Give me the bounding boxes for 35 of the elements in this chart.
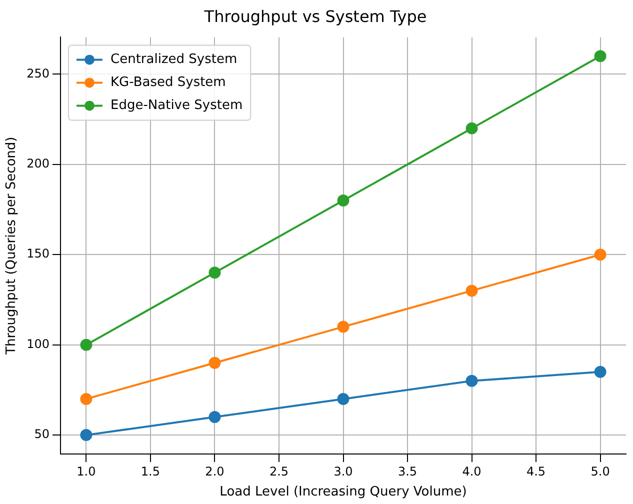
x-axis-title: Load Level (Increasing Query Volume) bbox=[220, 484, 467, 500]
point bbox=[80, 429, 92, 442]
legend-label: Centralized System bbox=[110, 52, 238, 68]
point bbox=[466, 374, 478, 387]
x-tick-label: 1.0 bbox=[76, 464, 96, 478]
y-tick-label: 200 bbox=[26, 156, 50, 171]
x-tick-label: 2.5 bbox=[269, 464, 289, 478]
point bbox=[337, 392, 350, 405]
point bbox=[208, 356, 221, 369]
point bbox=[337, 320, 350, 333]
y-tick-label: 50 bbox=[34, 427, 50, 442]
point bbox=[337, 194, 350, 206]
point bbox=[594, 248, 606, 261]
chart-title: Throughput vs System Type bbox=[203, 6, 427, 26]
point bbox=[594, 50, 606, 62]
point bbox=[80, 392, 92, 405]
legend-label: KG-Based System bbox=[110, 75, 226, 90]
legend-label: Edge-Native System bbox=[110, 98, 243, 114]
x-tick-label: 4.5 bbox=[526, 464, 546, 478]
x-tick-label: 4.0 bbox=[462, 464, 482, 478]
point bbox=[594, 366, 606, 378]
y-tick-label: 250 bbox=[26, 66, 50, 80]
point bbox=[208, 266, 221, 279]
point bbox=[466, 284, 478, 297]
x-tick-label: 1.5 bbox=[140, 464, 160, 478]
x-tick-label: 2.0 bbox=[205, 464, 224, 478]
x-tick-label: 5.0 bbox=[590, 464, 610, 478]
point bbox=[208, 411, 221, 424]
y-axis-title: Throughput (Queries per Second) bbox=[4, 136, 20, 356]
point bbox=[466, 122, 478, 134]
x-tick-label: 3.5 bbox=[398, 464, 418, 478]
point bbox=[80, 338, 92, 351]
y-tick-label: 150 bbox=[26, 246, 50, 261]
x-tick-label: 3.0 bbox=[334, 464, 353, 478]
y-tick-label: 100 bbox=[26, 336, 50, 351]
